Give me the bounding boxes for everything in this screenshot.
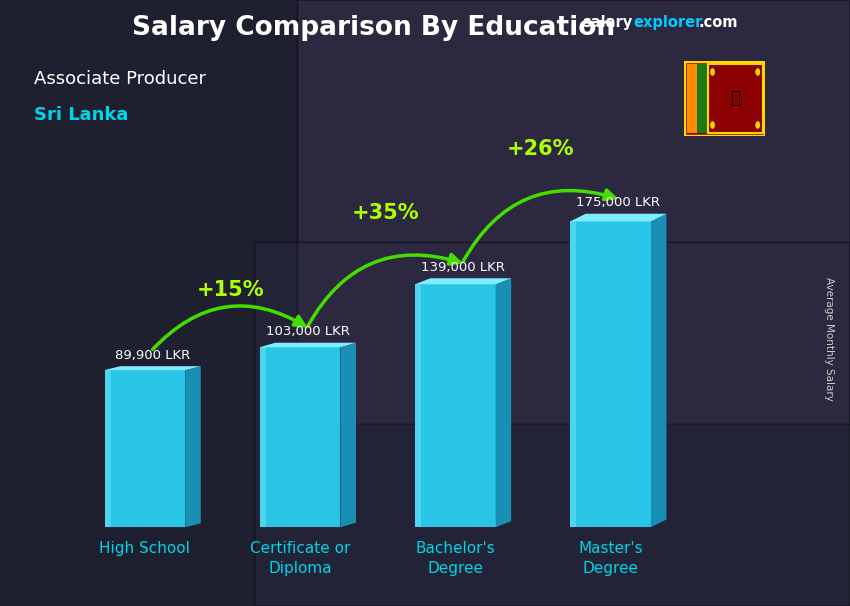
- Text: .com: .com: [699, 15, 738, 30]
- Polygon shape: [570, 214, 666, 221]
- Bar: [708, 64, 762, 133]
- Circle shape: [756, 121, 760, 129]
- Bar: [697, 64, 708, 133]
- Text: salary: salary: [582, 15, 632, 30]
- Text: Average Monthly Salary: Average Monthly Salary: [824, 278, 834, 401]
- Polygon shape: [341, 343, 356, 527]
- Text: 103,000 LKR: 103,000 LKR: [266, 325, 350, 338]
- Polygon shape: [260, 347, 266, 527]
- Text: 139,000 LKR: 139,000 LKR: [421, 261, 505, 274]
- Bar: [687, 64, 697, 133]
- Text: +35%: +35%: [352, 204, 419, 224]
- Text: 🦁: 🦁: [730, 90, 740, 107]
- Polygon shape: [260, 347, 341, 527]
- FancyArrowPatch shape: [308, 255, 459, 326]
- Text: 89,900 LKR: 89,900 LKR: [115, 348, 190, 362]
- Circle shape: [756, 68, 760, 76]
- Polygon shape: [570, 221, 651, 527]
- Text: Salary Comparison By Education: Salary Comparison By Education: [133, 15, 615, 41]
- Text: Associate Producer: Associate Producer: [34, 70, 206, 88]
- Polygon shape: [651, 214, 666, 527]
- Circle shape: [710, 121, 715, 129]
- Polygon shape: [570, 221, 576, 527]
- Polygon shape: [185, 366, 201, 527]
- FancyArrowPatch shape: [463, 190, 615, 262]
- Text: +15%: +15%: [196, 280, 264, 300]
- Text: 175,000 LKR: 175,000 LKR: [576, 196, 660, 209]
- Bar: [708, 64, 762, 133]
- Text: +26%: +26%: [507, 139, 575, 159]
- Polygon shape: [105, 366, 201, 370]
- FancyBboxPatch shape: [255, 242, 850, 606]
- Polygon shape: [496, 278, 511, 527]
- Polygon shape: [415, 284, 496, 527]
- Polygon shape: [105, 370, 185, 527]
- Polygon shape: [260, 343, 356, 347]
- Text: explorer: explorer: [633, 15, 703, 30]
- Circle shape: [710, 68, 715, 76]
- Polygon shape: [415, 278, 511, 284]
- Text: Sri Lanka: Sri Lanka: [34, 106, 128, 124]
- FancyArrowPatch shape: [153, 306, 304, 350]
- Polygon shape: [105, 370, 110, 527]
- Polygon shape: [415, 284, 421, 527]
- FancyBboxPatch shape: [298, 0, 850, 424]
